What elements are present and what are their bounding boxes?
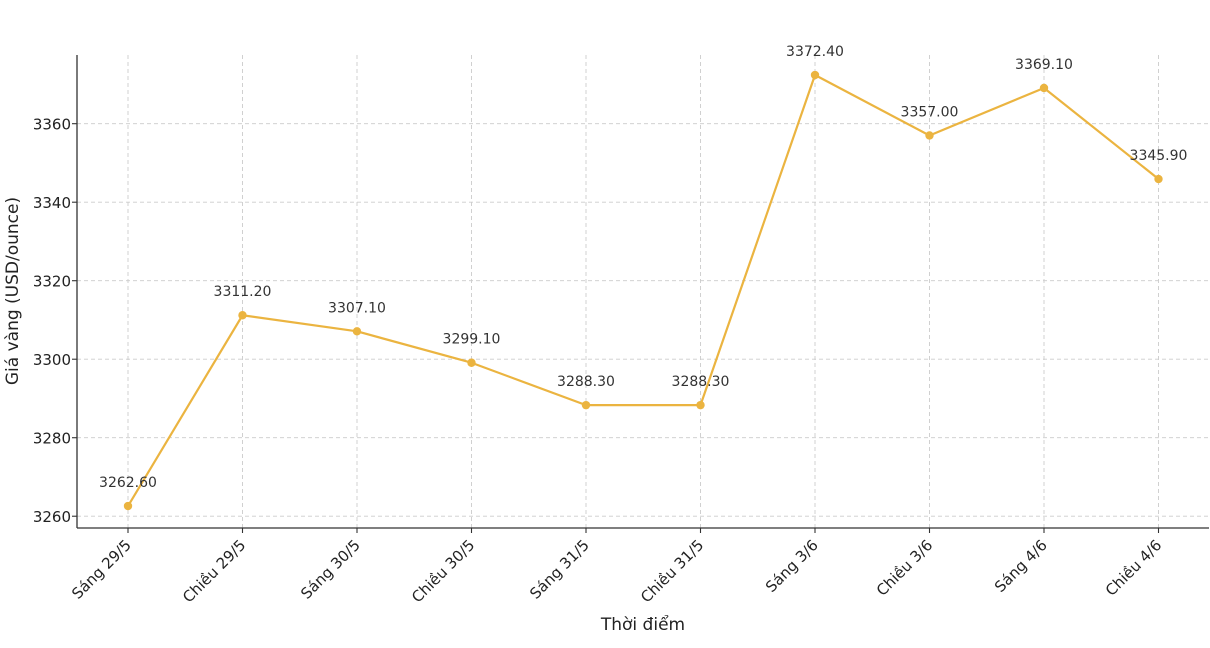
x-tick-label: Chiều 30/5 — [408, 536, 478, 606]
data-labels: 3262.60 3311.20 3307.10 3299.10 3288.30 3288.… — [99, 44, 1187, 491]
x-tick-label: Sáng 31/5 — [526, 536, 593, 603]
data-label: 3357.00 — [901, 104, 959, 120]
grid — [77, 55, 1209, 528]
y-tick-label: 3340 — [33, 194, 71, 212]
data-point — [581, 400, 591, 410]
series-line — [127, 73, 1160, 507]
series — [123, 70, 1163, 511]
x-tick-label: Sáng 4/6 — [991, 536, 1051, 596]
data-label: 3288.30 — [672, 374, 730, 390]
data-point — [123, 501, 133, 511]
data-point — [810, 70, 820, 80]
data-point — [696, 400, 705, 410]
y-tick-label: 3280 — [33, 430, 71, 448]
x-tick-label: Chiều 4/6 — [1102, 536, 1165, 599]
data-point — [925, 131, 934, 140]
x-tick-label: Sáng 29/5 — [68, 536, 135, 603]
y-tick-label: 3260 — [33, 508, 71, 526]
data-point — [352, 327, 362, 336]
data-point — [467, 358, 476, 367]
data-label: 3299.10 — [443, 332, 501, 348]
data-label: 3345.90 — [1130, 148, 1188, 164]
data-label: 3288.30 — [557, 374, 615, 390]
data-label: 3262.60 — [99, 475, 157, 491]
data-label: 3307.10 — [328, 300, 386, 316]
y-tick-label: 3360 — [33, 116, 71, 134]
data-label: 3369.10 — [1015, 57, 1073, 73]
y-ticks: 3260 3280 3300 3320 3340 3360 — [33, 116, 77, 526]
data-point — [1039, 83, 1049, 93]
x-tick-label: Sáng 30/5 — [297, 536, 364, 603]
data-point — [1154, 174, 1163, 184]
x-tick-label: Chiều 29/5 — [179, 536, 249, 606]
y-tick-label: 3320 — [33, 273, 71, 291]
x-ticks: Sáng 29/5 Chiều 29/5 Sáng 30/5 Chiều 30/5 Sá… — [68, 528, 1165, 606]
x-tick-label: Sáng 3/6 — [762, 536, 822, 596]
y-axis-title: Giá vàng (USD/ounce) — [3, 197, 23, 385]
data-label: 3372.40 — [786, 44, 844, 60]
data-label: 3311.20 — [214, 284, 272, 300]
data-point — [238, 311, 247, 320]
x-axis-title: Thời điểm — [600, 614, 685, 635]
y-tick-label: 3300 — [33, 351, 71, 369]
x-tick-label: Chiều 31/5 — [637, 536, 707, 606]
axes — [76, 55, 1209, 529]
x-tick-label: Chiều 3/6 — [873, 536, 936, 599]
